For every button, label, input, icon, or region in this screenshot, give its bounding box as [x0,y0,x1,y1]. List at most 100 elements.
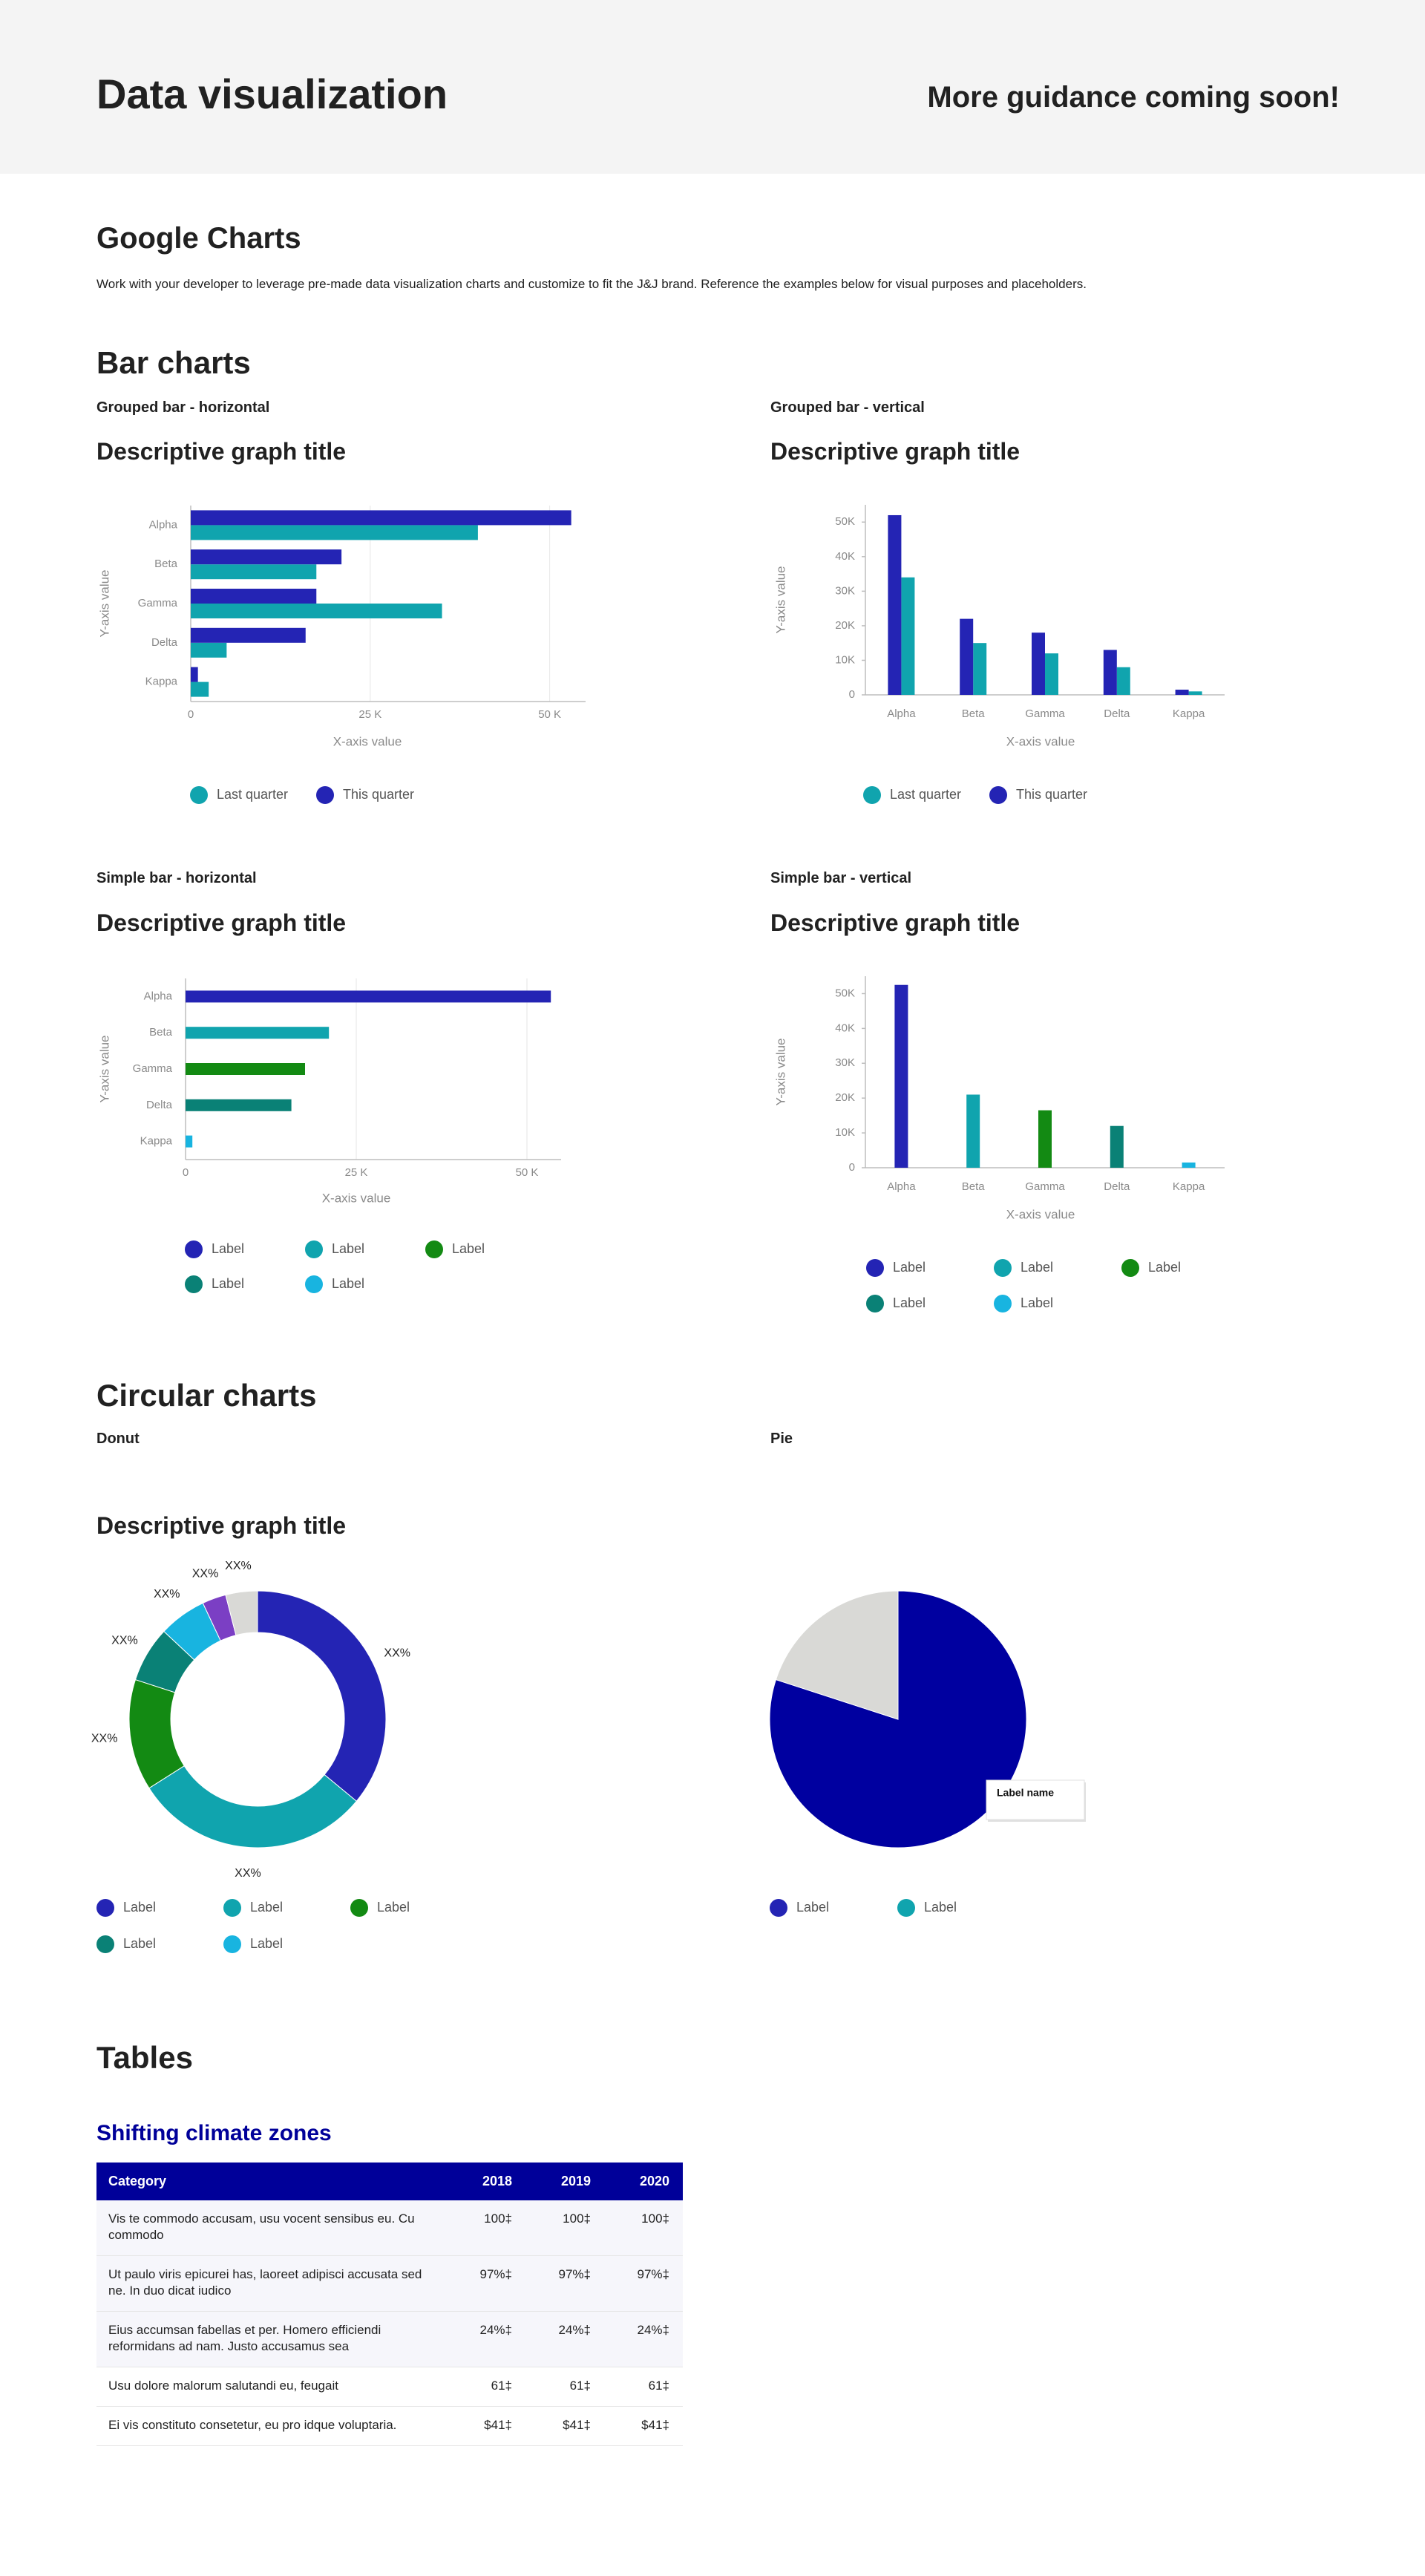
slice [775,1590,899,1720]
category-label: Beta [962,1180,986,1193]
legend-label: Label [377,1900,410,1915]
category-label: Gamma [1025,707,1065,720]
table-header: Category 2018 2019 2020 [96,2163,683,2200]
value-cell: $41‡ [525,2406,604,2446]
table-row: Ut paulo viris epicurei has, laoreet adi… [96,2255,683,2312]
slice [225,1590,258,1636]
y-tick-label: 10K [835,653,855,666]
x-axis-label: X-axis value [1006,734,1075,748]
y-tick-label: 10K [835,1126,855,1139]
y-tick-label: 50K [835,515,855,528]
slice-label: XX% [225,1560,252,1572]
slice-label: XX% [235,1867,261,1880]
section-title: Google Charts [96,222,301,255]
data-table: Category 2018 2019 2020 Vis te commodo accu… [96,2163,683,2446]
legend-marker [190,786,208,804]
legend-label: Label [1021,1260,1053,1275]
legend-marker [994,1259,1012,1277]
bar [1045,653,1058,695]
legend-label: Label [1148,1260,1181,1275]
bar [191,549,342,565]
table-row: Usu dolore malorum salutandi eu, feugait… [96,2367,683,2407]
column-header: 2020 [604,2163,683,2200]
chart-subtitle: Simple bar - vertical [770,870,912,886]
tooltip-box [986,1779,1085,1820]
category-label: Kappa [1173,1180,1205,1193]
bar [186,1135,193,1148]
bar [1116,667,1130,695]
category-label: Gamma [138,597,178,609]
bar [894,984,908,1168]
bar [960,618,974,695]
legend-label: Label [924,1900,957,1915]
chart-title: Descriptive graph title [770,438,1021,465]
y-axis-label: Y-axis value [97,1035,111,1102]
y-tick-label: 0 [849,1161,855,1174]
chart-subtitle: Pie [770,1431,793,1447]
category-label: Kappa [1173,707,1205,720]
value-cell: $41‡ [604,2406,683,2446]
value-cell: $41‡ [445,2406,525,2446]
y-tick-label: 30K [835,1056,855,1069]
category-label: Kappa [140,1135,173,1148]
slice-label: XX% [192,1568,219,1580]
category-cell: Ut paulo viris epicurei has, laoreet adi… [96,2255,445,2312]
header-band [0,0,1425,174]
page-title: Data visualization [96,71,448,117]
table-row: Vis te commodo accusam, usu vocent sensi… [96,2200,683,2256]
value-cell: 97%‡ [525,2255,604,2312]
x-axis-label: X-axis value [1006,1207,1075,1221]
legend-marker [305,1240,323,1258]
table-row: Eius accumsan fabellas et per. Homero ef… [96,2311,683,2367]
legend-label: Label [332,1241,364,1256]
category-label: Alpha [149,518,178,531]
category-cell: Vis te commodo accusam, usu vocent sensi… [96,2200,445,2256]
y-axis-label: Y-axis value [773,1038,787,1105]
category-label: Gamma [133,1062,173,1075]
chart-subtitle: Simple bar - horizontal [96,870,257,886]
y-tick-label: 20K [835,619,855,632]
value-cell: 61‡ [604,2367,683,2407]
legend-label: Label [250,1900,283,1915]
x-tick-label: 50 K [516,1166,539,1179]
section-title: Circular charts [96,1378,317,1413]
category-label: Delta [146,1099,173,1111]
legend-label: Label [452,1241,485,1256]
legend-label: Label [212,1276,244,1291]
legend-marker [1121,1259,1139,1277]
category-label: Beta [962,707,986,720]
chart-title: Descriptive graph title [96,438,347,465]
x-tick-label: 50 K [538,708,561,721]
section-title: Tables [96,2040,193,2075]
x-tick-label: 25 K [358,708,381,721]
bar [973,643,987,695]
legend-label: This quarter [343,787,414,802]
category-label: Delta [151,636,178,649]
legend-label: Label [332,1276,364,1291]
legend-label: Label [123,1900,156,1915]
bar [186,1027,330,1039]
category-cell: Ei vis constituto consetetur, eu pro idq… [96,2406,445,2446]
bar [966,1094,980,1168]
legend-marker [316,786,334,804]
tooltip-label: Label name [997,1787,1054,1799]
value-cell: 24%‡ [604,2311,683,2367]
y-tick-label: 40K [835,550,855,563]
legend-marker [185,1240,203,1258]
chart-subtitle: Grouped bar - horizontal [96,399,270,416]
slice [257,1590,387,1802]
bar [191,604,442,618]
legend-marker [223,1935,241,1953]
legend-marker [994,1295,1012,1312]
bar [1103,650,1117,695]
bar [191,589,317,604]
bar [1032,632,1045,695]
category-label: Alpha [887,707,916,720]
category-label: Gamma [1025,1180,1065,1193]
legend-marker [350,1899,368,1917]
legend-label: Label [893,1260,926,1275]
bar [1038,1110,1052,1168]
slice-label: XX% [384,1647,410,1660]
header-note: More guidance coming soon! [927,81,1340,114]
